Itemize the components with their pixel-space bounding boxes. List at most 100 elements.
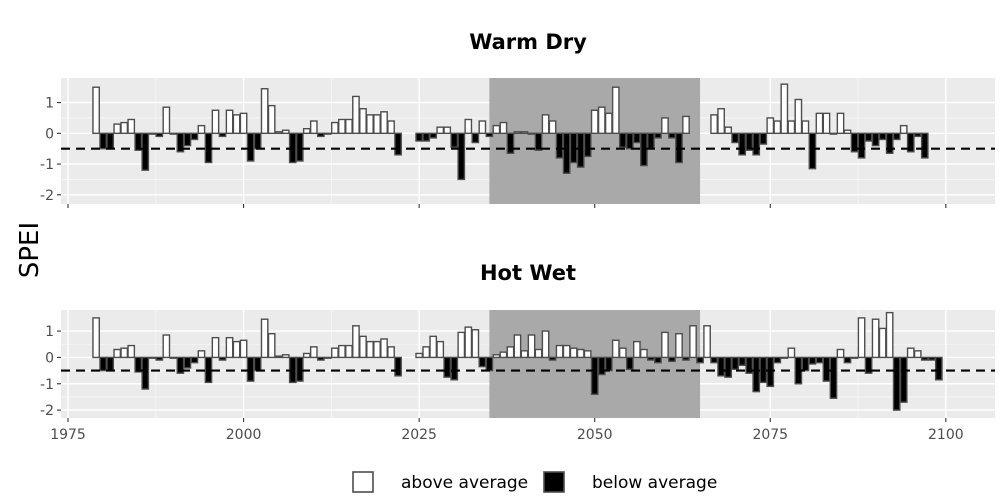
bar-2050 bbox=[590, 356, 599, 395]
bar-2052 bbox=[604, 112, 613, 135]
bar-1981 bbox=[106, 356, 115, 372]
bar-2057 bbox=[640, 348, 648, 359]
bar-2095 bbox=[906, 132, 915, 153]
bar-2043 bbox=[541, 114, 550, 135]
bar-2086 bbox=[843, 129, 852, 135]
bar-2020 bbox=[380, 111, 388, 135]
bar-2058 bbox=[647, 132, 655, 150]
bar-2054 bbox=[618, 132, 627, 148]
bar-2012 bbox=[323, 132, 332, 135]
bar-2008 bbox=[295, 356, 304, 382]
bar-2061 bbox=[668, 132, 676, 139]
bar-2094 bbox=[899, 356, 908, 403]
bar-1996 bbox=[211, 109, 220, 135]
bar-2056 bbox=[632, 340, 641, 359]
bar-2012 bbox=[323, 356, 332, 359]
bar-2045 bbox=[555, 344, 564, 359]
bar-2075 bbox=[766, 356, 775, 388]
bar-2025 bbox=[415, 352, 424, 359]
bar-1979 bbox=[92, 317, 100, 359]
bar-2078 bbox=[787, 347, 796, 359]
bar-2085 bbox=[836, 112, 845, 135]
bar-2088 bbox=[857, 317, 866, 359]
bar-2071 bbox=[738, 356, 747, 367]
bar-1982 bbox=[113, 348, 122, 359]
bar-2015 bbox=[345, 118, 353, 135]
bar-1991 bbox=[176, 356, 185, 374]
bar-2081 bbox=[808, 132, 817, 170]
y-tick-label: 0 bbox=[45, 350, 54, 366]
bar-2041 bbox=[527, 334, 536, 359]
bar-2071 bbox=[738, 132, 747, 156]
y-tick-label: 1 bbox=[45, 96, 54, 112]
bar-1999 bbox=[232, 340, 241, 359]
bar-2096 bbox=[913, 350, 922, 359]
bar-2060 bbox=[661, 331, 669, 359]
bar-1998 bbox=[225, 109, 234, 135]
bar-2017 bbox=[359, 108, 367, 135]
bar-2053 bbox=[611, 339, 620, 359]
bar-2091 bbox=[878, 327, 887, 359]
bar-2042 bbox=[534, 132, 543, 151]
bar-2044 bbox=[548, 356, 557, 361]
bar-2011 bbox=[316, 132, 325, 138]
bar-2089 bbox=[864, 132, 873, 142]
bar-2097 bbox=[920, 356, 929, 361]
bar-2013 bbox=[331, 347, 339, 359]
bar-2097 bbox=[920, 132, 929, 159]
bar-2076 bbox=[773, 356, 782, 364]
bar-2090 bbox=[871, 132, 880, 147]
bar-2000 bbox=[239, 112, 248, 135]
bar-1984 bbox=[127, 118, 136, 135]
bar-2049 bbox=[583, 350, 592, 359]
y-tick-label: -2 bbox=[40, 403, 54, 419]
bar-2002 bbox=[253, 356, 262, 372]
bar-1988 bbox=[155, 132, 164, 138]
bar-2039 bbox=[513, 334, 522, 359]
bar-2022 bbox=[394, 132, 402, 156]
bar-2016 bbox=[352, 325, 360, 359]
bar-2059 bbox=[654, 132, 662, 139]
x-axis-ticks bbox=[67, 204, 947, 208]
bar-1985 bbox=[134, 132, 143, 151]
bar-2050 bbox=[590, 109, 599, 135]
bar-2077 bbox=[780, 83, 789, 135]
bar-2029 bbox=[443, 126, 452, 135]
bar-2043 bbox=[541, 330, 550, 359]
bar-2028 bbox=[436, 126, 445, 135]
bar-1992 bbox=[183, 132, 192, 147]
bar-2060 bbox=[661, 117, 669, 135]
bar-2038 bbox=[506, 346, 515, 359]
bar-2075 bbox=[766, 117, 775, 135]
bar-2046 bbox=[562, 132, 571, 174]
bar-2028 bbox=[436, 340, 445, 359]
bar-2036 bbox=[492, 354, 501, 359]
bar-2094 bbox=[899, 124, 908, 135]
bar-2085 bbox=[836, 348, 845, 359]
bar-2046 bbox=[562, 344, 571, 359]
bar-2008 bbox=[295, 132, 304, 162]
bar-2052 bbox=[604, 356, 613, 372]
bar-2011 bbox=[316, 356, 325, 361]
bar-1992 bbox=[183, 356, 192, 369]
bar-2092 bbox=[885, 132, 894, 154]
bar-2088 bbox=[857, 132, 866, 159]
bar-2030 bbox=[450, 356, 459, 381]
bar-1990 bbox=[169, 132, 178, 135]
bar-2070 bbox=[731, 356, 740, 370]
bar-2003 bbox=[260, 88, 269, 135]
x-tick-label: 2075 bbox=[752, 427, 788, 443]
bar-2080 bbox=[801, 120, 810, 135]
bar-2014 bbox=[338, 344, 346, 359]
bar-2047 bbox=[569, 347, 578, 359]
bar-2064 bbox=[689, 325, 697, 359]
bar-1994 bbox=[197, 350, 206, 359]
bar-2081 bbox=[808, 356, 817, 365]
bar-2018 bbox=[366, 114, 374, 135]
y-axis: 1 0 -1 -2 bbox=[40, 96, 61, 204]
bar-2021 bbox=[387, 120, 395, 135]
bar-1985 bbox=[134, 356, 143, 373]
bar-2040 bbox=[520, 350, 529, 359]
bar-1987 bbox=[148, 356, 157, 359]
bar-2002 bbox=[253, 132, 262, 150]
